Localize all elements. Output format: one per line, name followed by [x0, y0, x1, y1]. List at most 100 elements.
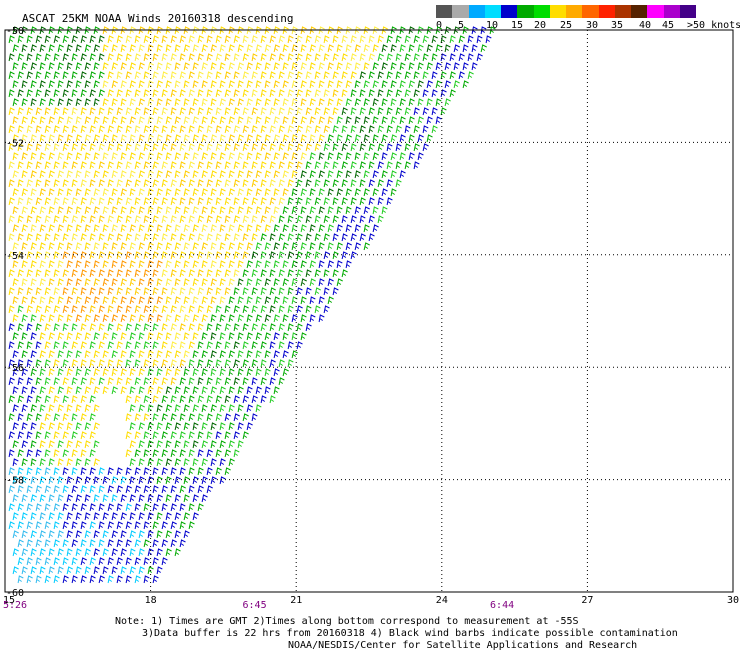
- wind-barb: [215, 269, 222, 278]
- wind-barb: [381, 98, 388, 107]
- wind-barb: [246, 224, 253, 233]
- wind-barb: [116, 107, 123, 116]
- wind-barb: [44, 305, 51, 314]
- wind-barb: [417, 44, 424, 53]
- wind-barb: [219, 206, 226, 215]
- wind-barb: [341, 179, 348, 188]
- wind-barb: [125, 449, 132, 458]
- wind-barb: [309, 98, 316, 107]
- wind-barb: [165, 134, 172, 143]
- wind-barb: [444, 62, 451, 71]
- wind-barb: [296, 53, 303, 62]
- wind-barb: [35, 71, 42, 80]
- wind-barb: [422, 107, 429, 116]
- wind-barb: [170, 359, 177, 368]
- wind-barb: [116, 53, 123, 62]
- wind-barb: [165, 170, 172, 179]
- wind-barb: [350, 35, 357, 44]
- wind-barb: [165, 224, 172, 233]
- wind-barb: [287, 269, 294, 278]
- wind-barb: [345, 44, 352, 53]
- time-label: 6:44: [490, 600, 514, 611]
- wind-barb: [30, 98, 37, 107]
- wind-barb: [138, 350, 145, 359]
- wind-barb: [179, 467, 186, 476]
- wind-barb: [246, 44, 253, 53]
- wind-barb: [192, 188, 199, 197]
- colorbar-swatch: [598, 5, 615, 18]
- wind-barb: [174, 386, 181, 395]
- latitude-label: -60: [6, 588, 24, 599]
- wind-barb: [134, 359, 141, 368]
- wind-barb: [71, 269, 78, 278]
- wind-barb: [98, 161, 105, 170]
- wind-barb: [93, 386, 100, 395]
- wind-barb: [107, 575, 114, 584]
- wind-barb: [219, 242, 226, 251]
- wind-barb: [210, 314, 217, 323]
- wind-barb: [80, 431, 87, 440]
- wind-barb: [363, 116, 370, 125]
- wind-barb: [377, 35, 384, 44]
- wind-barb: [12, 44, 19, 53]
- wind-barb: [93, 278, 100, 287]
- wind-barb: [179, 251, 186, 260]
- wind-barb: [282, 26, 289, 35]
- wind-barb: [111, 206, 118, 215]
- wind-barb: [408, 116, 415, 125]
- wind-barb: [57, 440, 64, 449]
- wind-barb: [39, 422, 46, 431]
- wind-barb: [332, 197, 339, 206]
- wind-barb: [359, 215, 366, 224]
- wind-barb: [57, 224, 64, 233]
- wind-barb: [300, 26, 307, 35]
- wind-barb: [35, 89, 42, 98]
- wind-barb: [350, 71, 357, 80]
- wind-barb: [35, 215, 42, 224]
- wind-barb: [161, 125, 168, 134]
- wind-barb: [107, 233, 114, 242]
- wind-barb: [197, 431, 204, 440]
- wind-barb: [143, 323, 150, 332]
- wind-barb: [102, 98, 109, 107]
- wind-barb: [183, 278, 190, 287]
- wind-barb: [39, 566, 46, 575]
- wind-barb: [80, 125, 87, 134]
- wind-barb: [26, 143, 33, 152]
- wind-barb: [111, 242, 118, 251]
- wind-barb: [368, 71, 375, 80]
- wind-barb: [8, 503, 15, 512]
- wind-barb: [413, 107, 420, 116]
- wind-barb: [147, 170, 154, 179]
- wind-barb: [116, 233, 123, 242]
- wind-barb: [66, 458, 73, 467]
- wind-barb: [62, 143, 69, 152]
- wind-barb: [143, 377, 150, 386]
- wind-barb: [48, 260, 55, 269]
- wind-barb: [102, 242, 109, 251]
- wind-barb: [260, 143, 267, 152]
- wind-barb: [107, 215, 114, 224]
- wind-barb: [224, 89, 231, 98]
- wind-barb: [327, 152, 334, 161]
- wind-barb: [386, 179, 393, 188]
- wind-barb: [242, 53, 249, 62]
- wind-barb: [269, 269, 276, 278]
- wind-barb: [111, 494, 118, 503]
- wind-barb: [120, 206, 127, 215]
- wind-barb: [224, 35, 231, 44]
- wind-barb: [62, 233, 69, 242]
- wind-barb: [210, 404, 217, 413]
- wind-barb: [269, 395, 276, 404]
- wind-barb: [386, 71, 393, 80]
- wind-barb: [260, 125, 267, 134]
- wind-barb: [134, 323, 141, 332]
- wind-barb: [44, 449, 51, 458]
- wind-barb: [219, 350, 226, 359]
- wind-barb: [53, 89, 60, 98]
- wind-barb: [84, 332, 91, 341]
- wind-barb: [12, 476, 19, 485]
- wind-barb: [26, 377, 33, 386]
- wind-barb: [309, 206, 316, 215]
- wind-barb: [39, 98, 46, 107]
